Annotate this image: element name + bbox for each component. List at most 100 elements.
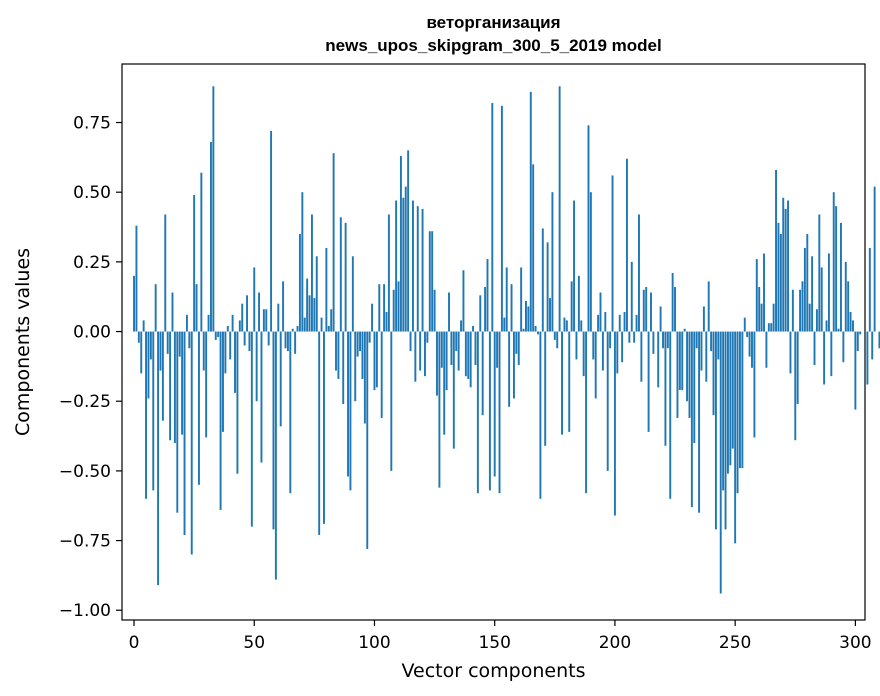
bar [147,331,150,399]
bar [690,331,693,508]
bar [818,214,821,332]
bar [592,331,595,360]
bar [856,331,859,352]
bar [243,331,246,346]
bar [541,228,544,332]
y-tick-label: −0.25 [59,392,111,412]
y-tick-label: −0.75 [59,532,111,552]
bar [741,331,744,469]
x-tick-label: 200 [599,633,631,653]
bar [409,331,412,352]
bar [748,331,751,357]
bar [178,331,181,357]
y-tick-label: 0.75 [73,114,111,134]
bar [726,331,729,474]
bar [585,331,588,494]
bar [188,331,191,349]
bar [825,320,828,332]
bar [551,192,554,332]
bar [539,331,542,499]
bar [366,331,369,549]
bar [758,286,761,332]
bar [763,253,765,332]
bar [387,214,390,332]
bar [424,331,426,377]
bar [493,331,496,477]
bar [407,150,410,332]
bar [315,256,318,332]
bar [565,320,568,332]
bar [238,320,241,332]
bar [286,331,289,352]
bar [827,253,830,332]
bar [873,186,876,332]
bar [270,130,273,332]
bar [479,295,482,332]
bar [544,331,547,446]
bar [508,331,511,407]
x-tick-label: 50 [243,633,265,653]
bar [335,331,337,371]
bar [868,247,871,332]
x-tick-label: 150 [478,633,510,653]
bar [553,331,556,340]
bar [173,331,176,444]
bar [549,298,551,332]
bar [628,331,631,343]
bar [142,320,145,332]
bar [395,200,398,332]
bar [808,303,811,332]
bar [866,331,869,385]
bar [464,331,467,377]
bar [255,331,258,402]
bar [635,314,638,332]
y-tick-label: 0.25 [73,253,111,273]
y-tick-label: −0.50 [59,462,111,482]
axes-frame [121,63,866,621]
bar [202,331,205,371]
bar [681,331,684,391]
bar [246,295,248,332]
bar [234,331,236,393]
bar [640,331,643,382]
bar [414,331,417,382]
bar [739,331,741,469]
bar [392,289,395,332]
bar [676,331,679,418]
bar [330,309,333,332]
bar [277,303,280,332]
bar [705,331,708,382]
bar [332,153,335,332]
bar [303,317,306,332]
bar [638,214,640,332]
bar [835,206,838,332]
bar [647,331,650,432]
bar [722,331,725,491]
y-tick-label: 0.00 [73,323,111,343]
bar [714,331,717,530]
bar [416,206,419,332]
bar [462,270,465,332]
bar [630,261,633,332]
bar [318,331,321,535]
bar [823,331,826,385]
bar [746,331,749,338]
bar [455,331,458,352]
bar [325,247,328,332]
bar [481,331,484,416]
bar [258,292,261,332]
bar [311,214,313,332]
bar [289,331,292,494]
bar [219,331,222,510]
bar [347,331,349,477]
bar [436,331,438,396]
bar [599,292,602,332]
bar [486,259,489,332]
bar [772,303,775,332]
bar [724,331,727,530]
bar [854,331,857,410]
bar [390,331,393,471]
bar [525,300,527,332]
bar [443,331,446,435]
bar [765,331,768,368]
